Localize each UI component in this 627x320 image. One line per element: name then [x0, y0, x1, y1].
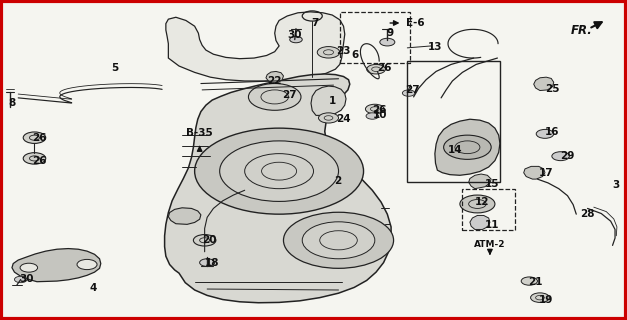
Circle shape — [20, 263, 38, 272]
Bar — [462, 189, 515, 230]
Circle shape — [23, 153, 46, 164]
Text: 23: 23 — [336, 46, 350, 56]
Circle shape — [521, 277, 537, 285]
Text: 14: 14 — [448, 146, 462, 156]
Circle shape — [77, 260, 97, 270]
Bar — [340, 12, 410, 62]
Circle shape — [302, 222, 375, 259]
Text: 26: 26 — [32, 133, 47, 143]
Text: 29: 29 — [561, 150, 575, 161]
Circle shape — [403, 90, 415, 96]
Polygon shape — [524, 166, 545, 179]
Circle shape — [460, 195, 495, 213]
Text: 26: 26 — [32, 156, 47, 166]
Circle shape — [552, 152, 569, 161]
Text: 1: 1 — [329, 96, 336, 106]
Circle shape — [23, 132, 46, 143]
Text: 25: 25 — [545, 84, 560, 94]
Circle shape — [248, 84, 301, 110]
Text: 13: 13 — [428, 42, 442, 52]
Circle shape — [199, 259, 214, 267]
Polygon shape — [534, 77, 554, 91]
Text: 30: 30 — [19, 274, 34, 284]
Circle shape — [193, 235, 216, 246]
Text: 12: 12 — [475, 197, 490, 207]
Text: 24: 24 — [336, 114, 351, 124]
Circle shape — [536, 129, 554, 138]
Text: E-6: E-6 — [406, 18, 424, 28]
Polygon shape — [266, 71, 283, 83]
Text: 18: 18 — [205, 258, 219, 268]
Text: 2: 2 — [334, 176, 341, 186]
Text: 21: 21 — [528, 277, 542, 287]
Circle shape — [366, 113, 379, 119]
Text: 28: 28 — [580, 209, 595, 219]
Polygon shape — [12, 249, 101, 282]
Circle shape — [290, 36, 302, 43]
Circle shape — [14, 276, 27, 283]
Polygon shape — [468, 174, 491, 189]
Text: 22: 22 — [268, 76, 282, 86]
Text: 11: 11 — [485, 220, 500, 230]
Text: ATM-2: ATM-2 — [474, 240, 505, 249]
Circle shape — [444, 135, 491, 159]
Text: 16: 16 — [545, 127, 560, 137]
Circle shape — [317, 47, 340, 58]
Circle shape — [283, 212, 394, 268]
Text: 5: 5 — [111, 63, 118, 73]
Text: FR.: FR. — [571, 24, 592, 37]
Text: 6: 6 — [352, 51, 359, 60]
Polygon shape — [311, 86, 346, 116]
Polygon shape — [169, 208, 201, 224]
Text: 4: 4 — [90, 283, 97, 293]
Text: 20: 20 — [203, 235, 217, 245]
Text: 9: 9 — [386, 28, 393, 38]
Text: 26: 26 — [377, 63, 392, 73]
Polygon shape — [165, 74, 391, 303]
Text: 7: 7 — [311, 18, 319, 28]
Text: 10: 10 — [372, 110, 387, 120]
Text: 30: 30 — [288, 30, 302, 40]
Circle shape — [366, 104, 384, 114]
Polygon shape — [435, 119, 500, 175]
Circle shape — [530, 293, 549, 302]
Polygon shape — [166, 12, 345, 81]
Circle shape — [219, 141, 339, 201]
Text: 19: 19 — [539, 294, 554, 305]
Text: B-35: B-35 — [186, 128, 213, 138]
Text: 3: 3 — [612, 180, 619, 190]
Text: 17: 17 — [539, 168, 554, 178]
Text: 27: 27 — [282, 90, 297, 100]
Circle shape — [319, 113, 339, 123]
Circle shape — [194, 128, 364, 214]
Text: 15: 15 — [485, 179, 500, 189]
Text: 8: 8 — [8, 98, 16, 108]
Circle shape — [380, 38, 395, 46]
Circle shape — [367, 64, 386, 74]
Bar — [408, 60, 500, 182]
Text: 26: 26 — [372, 105, 387, 115]
Polygon shape — [470, 215, 490, 229]
Text: 27: 27 — [405, 85, 419, 95]
